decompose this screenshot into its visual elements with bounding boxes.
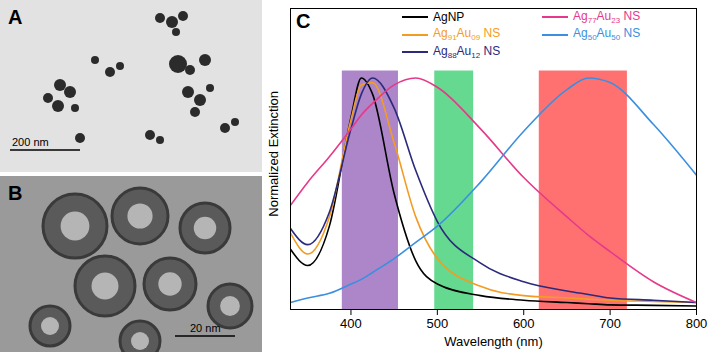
svg-text:500: 500 — [426, 316, 448, 331]
html-text:Ag88Au12NS: Ag88Au12NS — [433, 43, 501, 61]
svg-text:Wavelength (nm): Wavelength (nm) — [444, 334, 543, 349]
html-text:Ag77Au23NS: Ag77Au23NS — [573, 9, 641, 26]
svg-text:20 nm: 20 nm — [190, 322, 221, 334]
html-text:C: C — [296, 10, 311, 32]
html-text:AgNP: AgNP — [433, 10, 465, 25]
html-text:Normalized Extinction: Normalized Extinction — [265, 91, 281, 217]
html-text:Ag50Au50NS: Ag50Au50NS — [573, 26, 641, 43]
svg-text:B: B — [8, 182, 22, 204]
svg-text:700: 700 — [599, 316, 621, 331]
svg-text:800: 800 — [686, 316, 708, 331]
html-text:Ag91Au09NS: Ag91Au09NS — [433, 26, 501, 43]
svg-text:200 nm: 200 nm — [12, 136, 49, 148]
svg-text:400: 400 — [340, 316, 362, 331]
svg-text:A: A — [8, 6, 22, 28]
svg-text:600: 600 — [513, 316, 535, 331]
